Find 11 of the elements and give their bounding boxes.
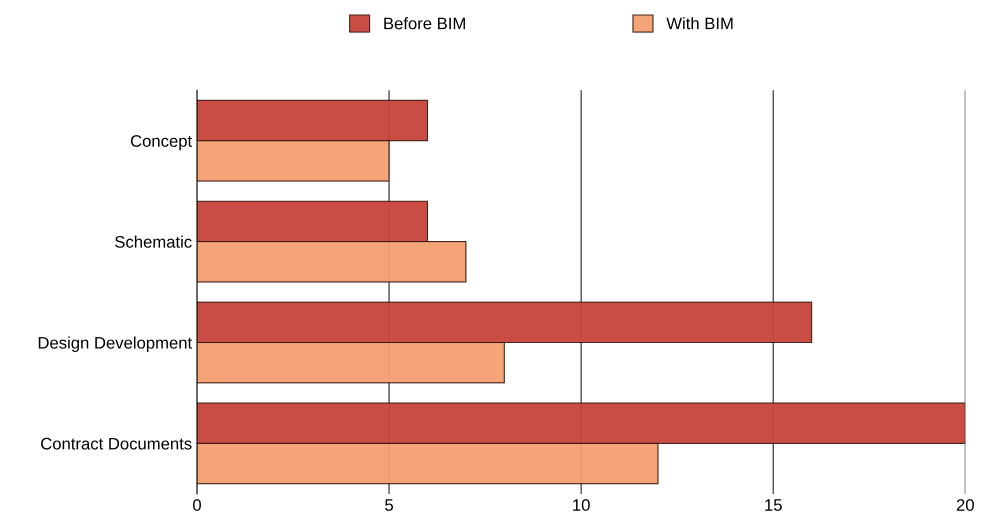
x-tick-label: 5: [385, 499, 394, 511]
x-tick-label: 15: [765, 499, 782, 511]
y-tick-label: Concept: [130, 135, 192, 150]
y-tick-label: Schematic: [115, 236, 192, 248]
legend-label: Before BIM: [384, 17, 465, 30]
legend-label: With BIM: [666, 17, 733, 30]
y-tick-label: Design Development: [38, 336, 192, 352]
y-tick-label: Contract Documents: [41, 438, 192, 450]
x-tick-label: 0: [193, 499, 201, 511]
x-tick-label: 20: [956, 499, 974, 511]
x-tick-label: 10: [573, 499, 590, 511]
